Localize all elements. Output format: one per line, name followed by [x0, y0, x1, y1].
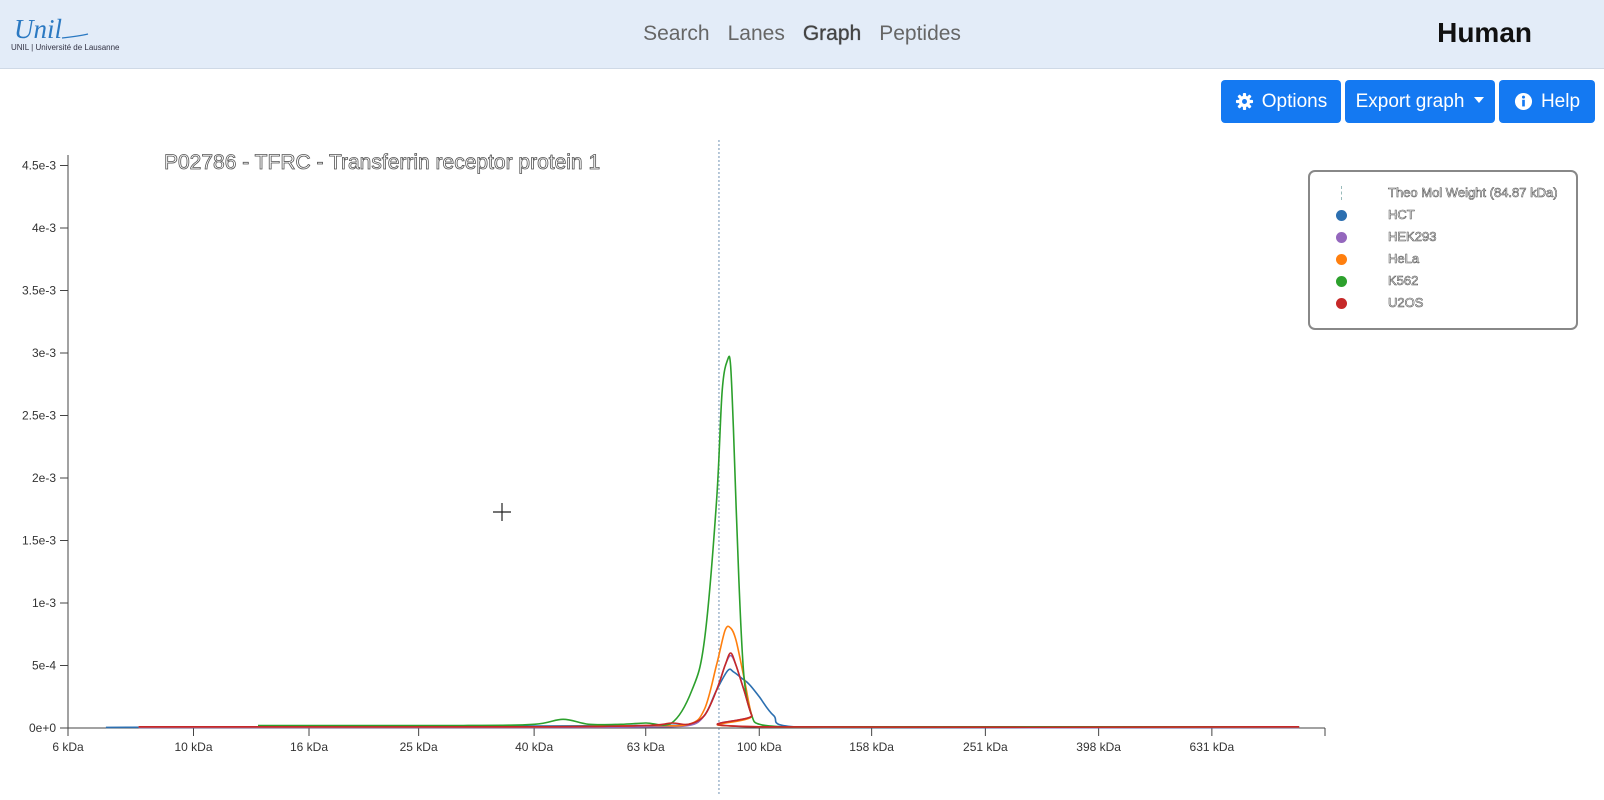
logo-subtext: UNIL | Université de Lausanne	[11, 43, 120, 52]
organism-label: Human	[1437, 17, 1532, 48]
x-tick-label: 100 kDa	[737, 740, 782, 754]
x-tick-label: 631 kDa	[1190, 740, 1235, 754]
x-tick-label: 398 kDa	[1076, 740, 1121, 754]
legend-dot-icon	[1336, 232, 1347, 243]
chevron-down-icon	[1474, 97, 1485, 103]
y-tick-label: 1e-3	[32, 596, 56, 610]
legend-item-k562[interactable]: K562	[1310, 272, 1576, 292]
nav-lanes[interactable]: Lanes	[727, 22, 785, 45]
legend-label-hela: HeLa	[1388, 251, 1420, 267]
legend-label-u2os: U2OS	[1388, 295, 1424, 311]
x-tick-label: 25 kDa	[400, 740, 438, 754]
x-axis: 6 kDa 10 kDa 16 kDa 25 kDa 40 kDa 63 kDa 100 k…	[52, 727, 1326, 754]
unil-logo[interactable]: Unil UNIL | Université de Lausanne	[10, 14, 120, 56]
logo-text: Unil	[14, 14, 62, 44]
options-label: Options	[1261, 90, 1328, 112]
crosshair-cursor-icon	[493, 503, 511, 521]
chart-legend: Theo Mol Weight (84.87 kDa) HCT HEK293 H…	[1308, 170, 1578, 330]
nav-graph[interactable]: Graph	[802, 22, 862, 45]
top-navbar: Unil UNIL | Université de Lausanne Searc…	[0, 0, 1604, 69]
y-tick-label: 2.5e-3	[22, 409, 56, 423]
y-tick-label: 1.5e-3	[22, 534, 56, 548]
y-tick-label: 4.5e-3	[22, 159, 56, 173]
legend-item-hct[interactable]: HCT	[1310, 206, 1576, 226]
y-tick-label: 3e-3	[32, 346, 56, 360]
x-tick-label: 10 kDa	[174, 740, 212, 754]
series-line-u2os[interactable]	[138, 652, 1300, 729]
legend-label-theo: Theo Mol Weight (84.87 kDa)	[1388, 185, 1558, 201]
legend-label-hek293: HEK293	[1388, 229, 1437, 245]
gear-icon	[1235, 92, 1253, 111]
x-tick-label: 158 kDa	[849, 740, 894, 754]
export-label: Export graph	[1355, 90, 1465, 112]
series-layer	[105, 355, 1300, 729]
chart-area[interactable]: P02786 - TFRC - Transferrin receptor pro…	[0, 130, 1604, 800]
legend-label-hct: HCT	[1388, 207, 1415, 223]
info-icon	[1514, 92, 1533, 111]
x-tick-label: 40 kDa	[515, 740, 553, 754]
dashed-line-icon	[1341, 186, 1342, 200]
x-tick-label: 16 kDa	[290, 740, 328, 754]
legend-label-k562: K562	[1388, 273, 1419, 289]
y-tick-label: 4e-3	[32, 221, 56, 235]
options-button[interactable]: Options	[1221, 80, 1341, 123]
legend-dot-icon	[1336, 276, 1347, 287]
legend-dot-icon	[1336, 254, 1347, 265]
series-line-k562[interactable]	[257, 355, 1300, 728]
main-nav: Search Lanes Graph Peptides	[0, 0, 1604, 68]
unil-logo-mark: Unil	[14, 14, 89, 44]
help-button[interactable]: Help	[1499, 80, 1595, 123]
y-tick-label: 5e-4	[32, 659, 56, 673]
legend-dot-icon	[1336, 210, 1347, 221]
y-tick-label: 0e+0	[29, 721, 56, 735]
nav-peptides[interactable]: Peptides	[879, 22, 961, 45]
legend-item-theo[interactable]: Theo Mol Weight (84.87 kDa)	[1310, 184, 1576, 204]
chart-title: P02786 - TFRC - Transferrin receptor pro…	[164, 151, 600, 174]
legend-item-hek293[interactable]: HEK293	[1310, 228, 1576, 248]
x-tick-label: 63 kDa	[627, 740, 665, 754]
x-tick-label: 251 kDa	[963, 740, 1008, 754]
legend-item-hela[interactable]: HeLa	[1310, 250, 1576, 270]
x-tick-label: 6 kDa	[52, 740, 84, 754]
export-graph-button[interactable]: Export graph	[1345, 80, 1495, 123]
y-tick-label: 2e-3	[32, 471, 56, 485]
legend-dot-icon	[1336, 298, 1347, 309]
y-axis: 0e+0 5e-4 1e-3 1.5e-3 2e-3 2.5e-3 3e-3 3.5e-3 4e…	[22, 155, 69, 735]
help-label: Help	[1540, 90, 1581, 112]
legend-item-u2os[interactable]: U2OS	[1310, 294, 1576, 314]
y-tick-label: 3.5e-3	[22, 284, 56, 298]
nav-search[interactable]: Search	[643, 22, 710, 45]
